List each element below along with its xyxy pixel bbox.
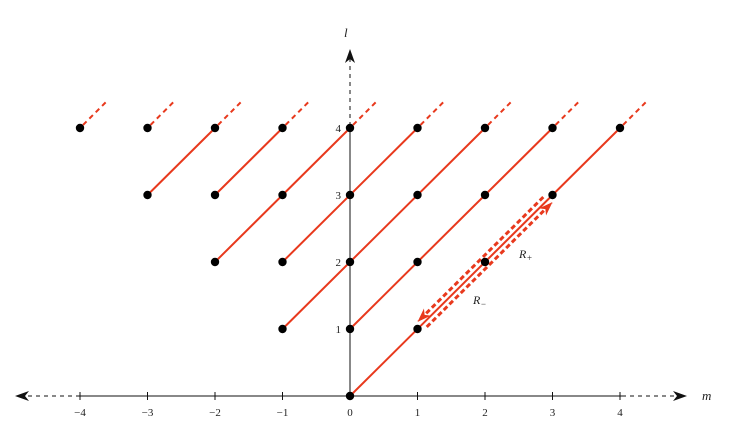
state-point	[210, 257, 220, 267]
x-tick-label: −1	[277, 407, 289, 419]
state-point	[480, 190, 490, 200]
state-point	[480, 123, 490, 133]
x-tick-label: 2	[482, 407, 488, 419]
state-point	[548, 123, 557, 133]
ladder-lines	[82, 101, 647, 397]
operator-arrows: R+ R−	[417, 196, 553, 328]
x-axis-title: m	[702, 388, 711, 403]
axis-ticks: −4 −3 −2 −1 0 1 2 3 4 1 2 3 4	[74, 123, 623, 419]
state-point	[278, 324, 287, 334]
ladder-continuation	[284, 101, 310, 126]
ladder-line	[146, 127, 216, 196]
state-point	[345, 257, 355, 267]
ladder-continuation	[82, 101, 107, 126]
state-point	[345, 190, 355, 200]
state-point	[345, 123, 355, 133]
state-point	[210, 190, 220, 200]
state-point	[413, 190, 422, 200]
ladder-line	[281, 127, 486, 330]
y-tick-label: 1	[336, 324, 342, 336]
state-point	[413, 123, 422, 133]
ladder-line	[214, 127, 284, 196]
state-point	[345, 324, 355, 334]
ladder-line	[349, 127, 554, 330]
state-point	[278, 257, 287, 267]
x-tick-label: 0	[347, 407, 353, 419]
ladder-continuation	[554, 101, 580, 126]
x-tick-label: −2	[209, 407, 221, 419]
y-tick-label: 3	[336, 190, 342, 202]
ladder-continuation	[622, 101, 647, 126]
y-tick-label: 2	[336, 257, 342, 269]
raising-operator-arrow	[425, 201, 553, 328]
state-point	[480, 257, 490, 267]
y-axis-title: l	[344, 25, 348, 40]
state-point	[615, 123, 625, 133]
ladder-continuation	[487, 101, 512, 126]
y-tick-label: 4	[336, 123, 342, 135]
state-point	[548, 190, 557, 200]
state-points	[75, 123, 625, 401]
state-point	[143, 190, 152, 200]
state-point	[278, 190, 287, 200]
lowering-operator-arrow	[417, 196, 545, 323]
ladder-continuation	[419, 101, 445, 126]
axes: m l	[15, 25, 711, 403]
state-point	[210, 123, 220, 133]
x-tick-label: −3	[142, 407, 154, 419]
state-point	[413, 257, 422, 267]
x-tick-label: 3	[550, 407, 556, 419]
raising-operator-label: R+	[518, 247, 532, 263]
ladder-continuation	[217, 101, 242, 126]
ladder-continuation	[352, 101, 377, 126]
ladder-continuation	[149, 101, 175, 126]
state-point	[345, 391, 355, 401]
state-point	[75, 123, 85, 133]
x-tick-label: 1	[415, 407, 421, 419]
state-point	[413, 324, 422, 334]
state-point	[278, 123, 287, 133]
state-point	[143, 123, 152, 133]
x-tick-label: 4	[617, 407, 623, 419]
x-tick-label: −4	[74, 407, 86, 419]
lowering-operator-label: R−	[472, 293, 486, 309]
